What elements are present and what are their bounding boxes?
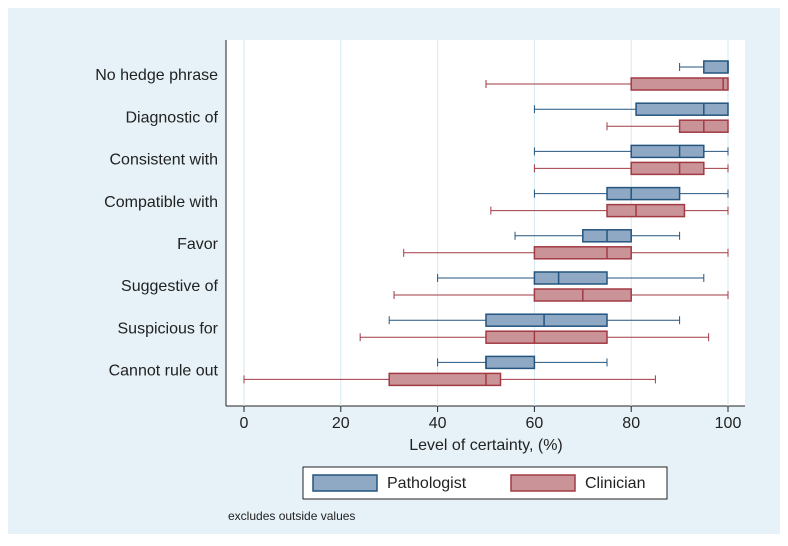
legend-label: Pathologist: [387, 475, 467, 492]
box: [485, 313, 608, 327]
box: [606, 203, 686, 218]
y-tick-label: Favor: [177, 236, 219, 253]
note: excludes outside values: [228, 509, 355, 523]
x-tick-label: 80: [622, 415, 640, 432]
x-tick-label: 0: [240, 415, 249, 432]
x-tick-label: 40: [429, 415, 447, 432]
x-tick-label: 20: [332, 415, 350, 432]
box: [630, 161, 705, 176]
plot-area: [226, 40, 745, 406]
legend-swatch: [510, 474, 576, 492]
box: [485, 330, 608, 344]
y-tick-label: Suspicious for: [118, 320, 219, 337]
y-tick-label: No hedge phrase: [95, 67, 218, 84]
y-tick-label: Diagnostic of: [126, 109, 219, 126]
box: [485, 355, 536, 370]
legend-swatch: [312, 474, 378, 492]
box: [703, 60, 729, 74]
box: [533, 246, 632, 260]
box: [606, 186, 681, 201]
box: [630, 144, 705, 159]
x-axis-label: Level of certainty, (%): [409, 437, 563, 454]
y-tick-label: Suggestive of: [121, 278, 219, 295]
box: [533, 271, 608, 285]
box: [635, 102, 729, 116]
x-tick-label: 100: [715, 415, 742, 432]
y-tick-label: Consistent with: [110, 152, 219, 169]
y-tick-label: Compatible with: [104, 194, 218, 211]
legend-label: Clinician: [585, 475, 645, 492]
x-tick-label: 60: [526, 415, 544, 432]
y-tick-label: Cannot rule out: [109, 363, 219, 380]
box: [630, 77, 729, 91]
box: [388, 372, 502, 387]
